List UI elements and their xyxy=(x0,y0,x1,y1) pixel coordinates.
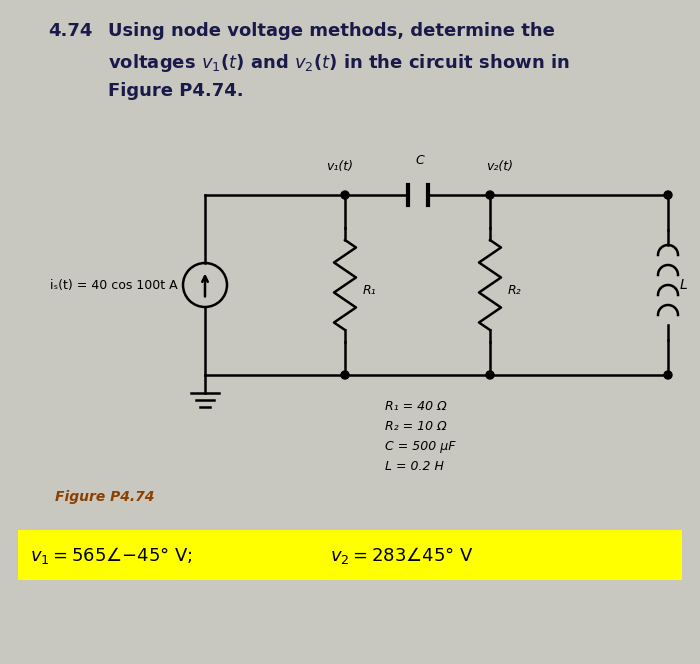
Text: $\it{v}_1 = 565\angle{-45}°\ \mathrm{V};$: $\it{v}_1 = 565\angle{-45}°\ \mathrm{V};… xyxy=(30,544,193,566)
Text: iₛ(t) = 40 cos 100t A: iₛ(t) = 40 cos 100t A xyxy=(50,278,178,291)
Text: 4.74: 4.74 xyxy=(48,22,92,40)
Text: C: C xyxy=(415,154,424,167)
Text: R₁: R₁ xyxy=(363,284,377,297)
Circle shape xyxy=(341,191,349,199)
Text: R₁ = 40 Ω: R₁ = 40 Ω xyxy=(385,400,447,413)
FancyBboxPatch shape xyxy=(18,530,682,580)
Circle shape xyxy=(341,371,349,379)
Text: R₂ = 10 Ω: R₂ = 10 Ω xyxy=(385,420,447,433)
Text: Using node voltage methods, determine the: Using node voltage methods, determine th… xyxy=(108,22,555,40)
Text: L = 0.2 H: L = 0.2 H xyxy=(385,460,444,473)
Text: R₂: R₂ xyxy=(508,284,522,297)
Circle shape xyxy=(664,191,672,199)
Text: v₂(t): v₂(t) xyxy=(486,160,514,173)
Circle shape xyxy=(486,191,494,199)
Circle shape xyxy=(664,371,672,379)
Text: Figure P4.74: Figure P4.74 xyxy=(55,490,155,504)
Text: v₁(t): v₁(t) xyxy=(326,160,354,173)
Circle shape xyxy=(486,371,494,379)
Text: Figure P4.74.: Figure P4.74. xyxy=(108,82,244,100)
Text: L: L xyxy=(680,278,687,292)
Text: $\it{v}_2 = 283\angle{45}°\ \mathrm{V}$: $\it{v}_2 = 283\angle{45}°\ \mathrm{V}$ xyxy=(330,544,474,566)
Text: C = 500 μF: C = 500 μF xyxy=(385,440,456,453)
Text: voltages $v_1$($t$) and $v_2$($t$) in the circuit shown in: voltages $v_1$($t$) and $v_2$($t$) in th… xyxy=(108,52,570,74)
